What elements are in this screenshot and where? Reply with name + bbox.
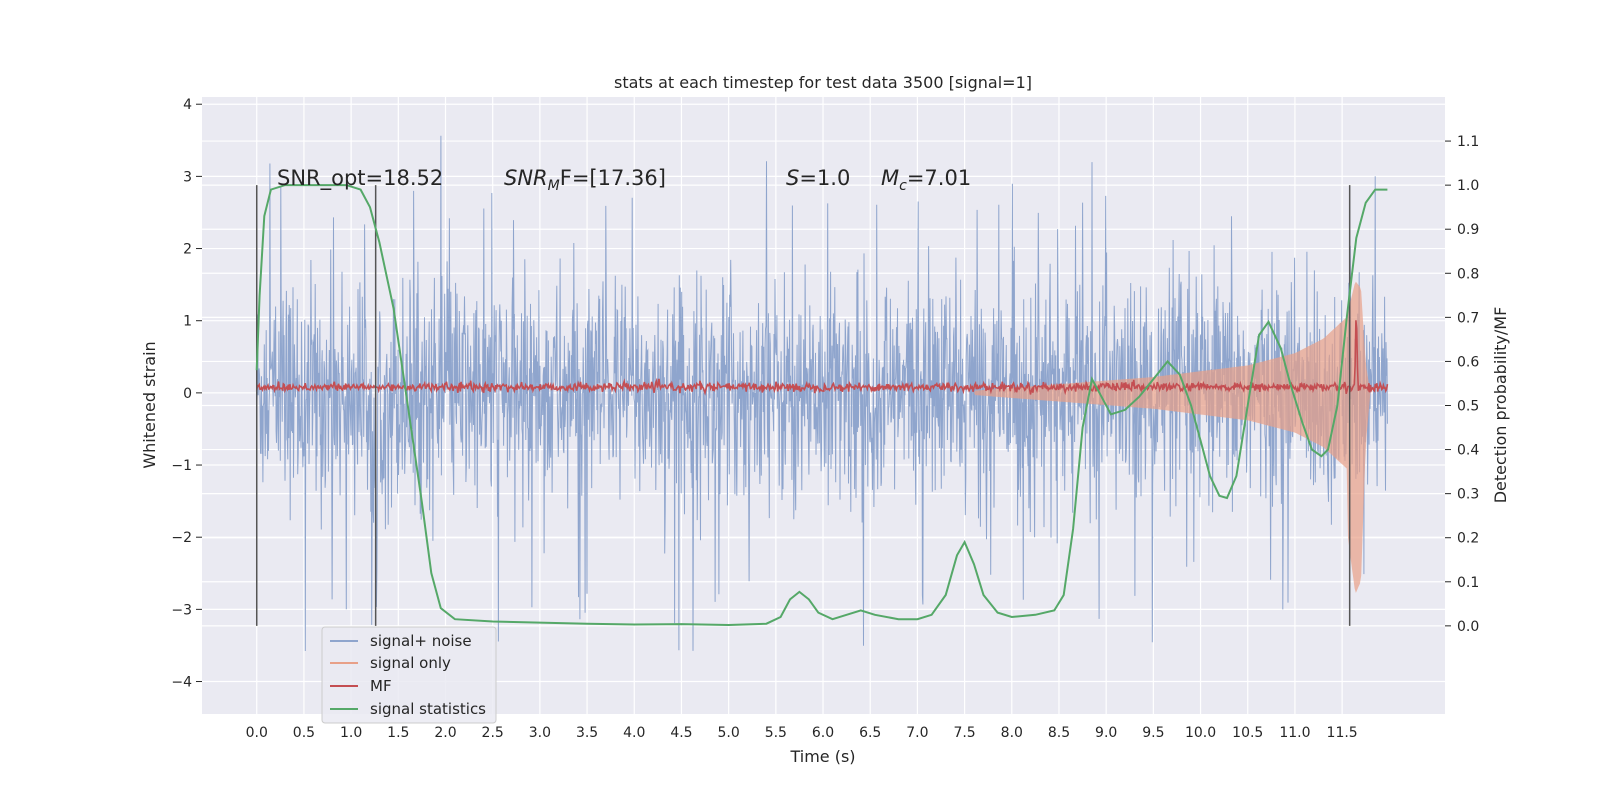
x-tick-label: 2.5	[482, 725, 504, 741]
x-tick-label: 4.0	[623, 725, 645, 741]
left-y-tick-label: 4	[183, 97, 192, 113]
legend-box	[321, 626, 497, 724]
left-y-tick-label: 2	[183, 242, 192, 258]
right-y-tick-label: 0.4	[1457, 443, 1479, 459]
x-tick-label: 0.5	[293, 725, 315, 741]
mc-rest: =7.01	[907, 166, 971, 190]
x-tick-label: 8.0	[1001, 725, 1023, 741]
x-tick-label: 6.5	[859, 725, 881, 741]
right-y-tick-label: 0.3	[1457, 487, 1479, 503]
right-y-tick-label: 0.6	[1457, 354, 1479, 370]
snr-opt-annotation: SNR_opt=18.52	[277, 166, 443, 191]
chart-title: stats at each timestep for test data 350…	[614, 73, 1032, 92]
right-y-tick-label: 0.2	[1457, 531, 1479, 547]
x-ticks: 0.0 0.5 1.0 1.5 2.0 2.5 3.0 3.5 4.0 4.5 5.0 5.5 6.0 6…	[246, 725, 1358, 741]
left-y-axis-label: Whitened strain	[140, 341, 159, 468]
right-y-tick-label: 0.7	[1457, 310, 1479, 326]
mc-sub: c	[899, 178, 907, 194]
x-tick-label: 10.0	[1185, 725, 1216, 741]
x-tick-label: 7.0	[906, 725, 928, 741]
x-tick-label: 11.5	[1327, 725, 1358, 741]
x-tick-label: 3.0	[529, 725, 551, 741]
snr-mf-var: SNR	[504, 166, 548, 190]
legend-label-signal-statistics: signal statistics	[370, 700, 486, 718]
right-y-tick-label: 0.0	[1457, 619, 1479, 635]
right-y-axis-label: Detection probability/MF	[1491, 307, 1510, 504]
right-y-tick-label: 1.0	[1457, 178, 1479, 194]
x-tick-label: 8.5	[1048, 725, 1070, 741]
s-annotation: S=1.0	[786, 166, 850, 190]
x-axis-label: Time (s)	[789, 747, 855, 766]
legend-label-signal-plus-noise: signal+ noise	[370, 632, 472, 650]
snr-mf-annotation: SNRMF=[17.36]	[504, 166, 666, 194]
legend-label-signal-only: signal only	[370, 654, 451, 672]
x-tick-label: 9.0	[1095, 725, 1117, 741]
signal-statistics-line	[255, 184, 1388, 627]
x-tick-label: 3.5	[576, 725, 598, 741]
right-y-ticks: 0.0 0.1 0.2 0.3 0.4 0.5 0.6 0.7 0.8 0.9 1.0 1.1	[1445, 134, 1479, 635]
right-y-tick-label: 0.1	[1457, 575, 1479, 591]
signal-plus-noise-line	[256, 135, 1388, 652]
left-y-tick-label: −4	[171, 675, 192, 691]
right-y-tick-label: 0.8	[1457, 266, 1479, 282]
s-rest: =1.0	[799, 166, 850, 190]
left-y-tick-label: 0	[183, 386, 192, 402]
x-tick-label: 9.5	[1142, 725, 1164, 741]
mc-annotation: Mc=7.01	[881, 166, 971, 194]
x-tick-label: 6.0	[812, 725, 834, 741]
x-tick-label: 7.5	[953, 725, 975, 741]
x-tick-label: 2.0	[434, 725, 456, 741]
snr-mf-rest: F=[17.36]	[560, 166, 666, 190]
x-tick-label: 0.0	[246, 725, 268, 741]
legend-label-mf: MF	[370, 677, 392, 695]
legend: signal+ noise signal only MF signal stat…	[321, 626, 497, 724]
x-tick-label: 5.5	[765, 725, 787, 741]
left-y-tick-label: −1	[171, 458, 192, 474]
vertical-markers	[255, 185, 1351, 626]
left-y-tick-label: −3	[171, 602, 192, 618]
x-tick-label: 5.0	[718, 725, 740, 741]
right-y-tick-label: 0.5	[1457, 399, 1479, 415]
x-tick-label: 1.0	[340, 725, 362, 741]
left-y-tick-label: −2	[171, 530, 192, 546]
snr-mf-sub: M	[548, 178, 560, 194]
x-tick-label: 10.5	[1232, 725, 1263, 741]
annotations: SNR_opt=18.52 SNRMF=[17.36] S=1.0 Mc=7.0…	[277, 166, 971, 194]
right-y-tick-label: 1.1	[1457, 134, 1479, 150]
x-tick-label: 1.5	[387, 725, 409, 741]
mc-var: M	[881, 166, 899, 190]
left-y-ticks: −4 −3 −2 −1 0 1 2 3 4	[171, 97, 202, 691]
right-y-tick-label: 0.9	[1457, 222, 1479, 238]
signal-only-envelope	[974, 281, 1371, 593]
left-y-tick-label: 3	[183, 169, 192, 185]
s-var: S	[786, 166, 799, 190]
x-tick-label: 11.0	[1279, 725, 1310, 741]
mf-line	[255, 320, 1389, 396]
left-y-tick-label: 1	[183, 314, 192, 330]
x-tick-label: 4.5	[670, 725, 692, 741]
